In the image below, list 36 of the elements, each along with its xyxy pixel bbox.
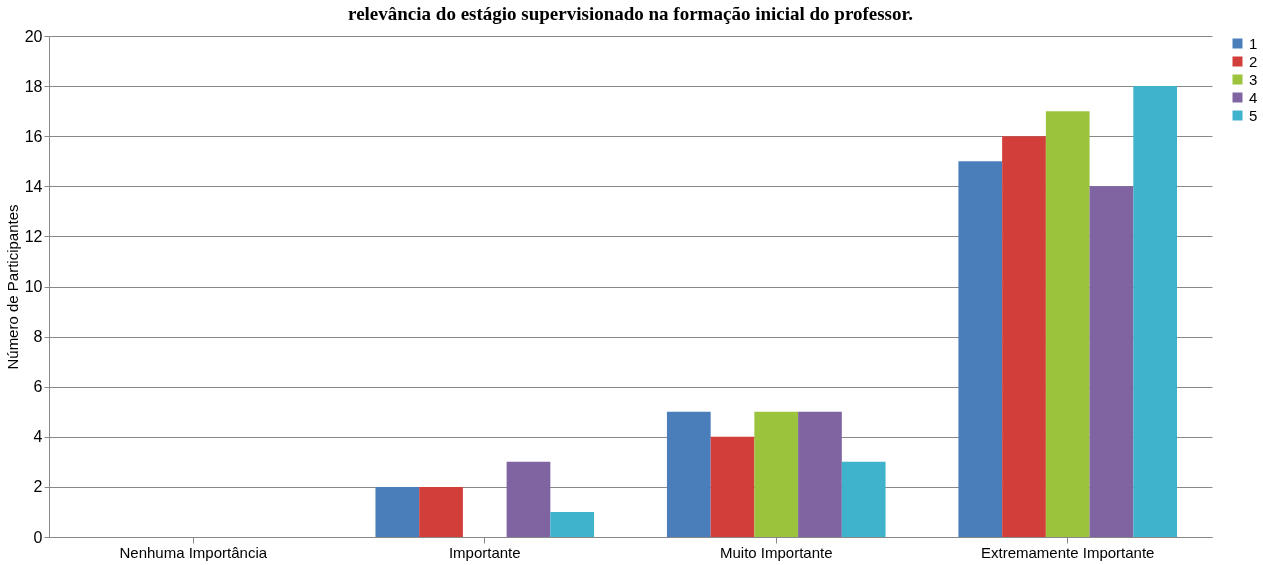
y-tick-label: 6 <box>33 378 43 396</box>
legend-label: 4 <box>1249 88 1258 106</box>
y-tick-label: 8 <box>33 328 43 346</box>
y-axis-title: Número de Participantes <box>3 204 21 370</box>
bar <box>710 436 755 537</box>
bar <box>506 461 551 537</box>
bar <box>666 411 711 537</box>
x-tick-label: Importante <box>448 543 521 561</box>
bar <box>1045 111 1090 537</box>
bar <box>841 461 886 537</box>
y-tick-label: 4 <box>33 428 43 446</box>
bar <box>798 411 842 537</box>
y-tick-label: 18 <box>24 77 43 95</box>
bar <box>754 411 799 537</box>
legend-label: 2 <box>1249 52 1258 70</box>
x-tick-label: Nenhuma Importância <box>119 543 268 561</box>
bar <box>550 511 595 537</box>
y-tick-label: 10 <box>24 278 43 295</box>
bar <box>375 486 420 537</box>
y-tick-label: 12 <box>24 227 43 245</box>
y-tick-label: 20 <box>24 27 43 45</box>
bar <box>1089 186 1134 537</box>
bar <box>1002 136 1046 537</box>
x-tick-label: Extremamente Importante <box>981 543 1155 561</box>
bar <box>1133 86 1178 537</box>
legend-label: 5 <box>1249 106 1258 124</box>
chart-title: relevância do estágio supervisionado na formação inicial do professor. <box>348 3 913 24</box>
y-tick-label: 2 <box>33 478 43 496</box>
legend-label: 3 <box>1249 70 1258 88</box>
bar <box>419 486 463 537</box>
x-tick-label: Muito Importante <box>719 543 833 561</box>
y-tick-label: 16 <box>24 127 43 145</box>
legend-label: 1 <box>1249 34 1258 52</box>
bar <box>958 161 1003 537</box>
y-tick-label: 0 <box>33 528 43 546</box>
y-tick-label: 14 <box>24 177 43 195</box>
